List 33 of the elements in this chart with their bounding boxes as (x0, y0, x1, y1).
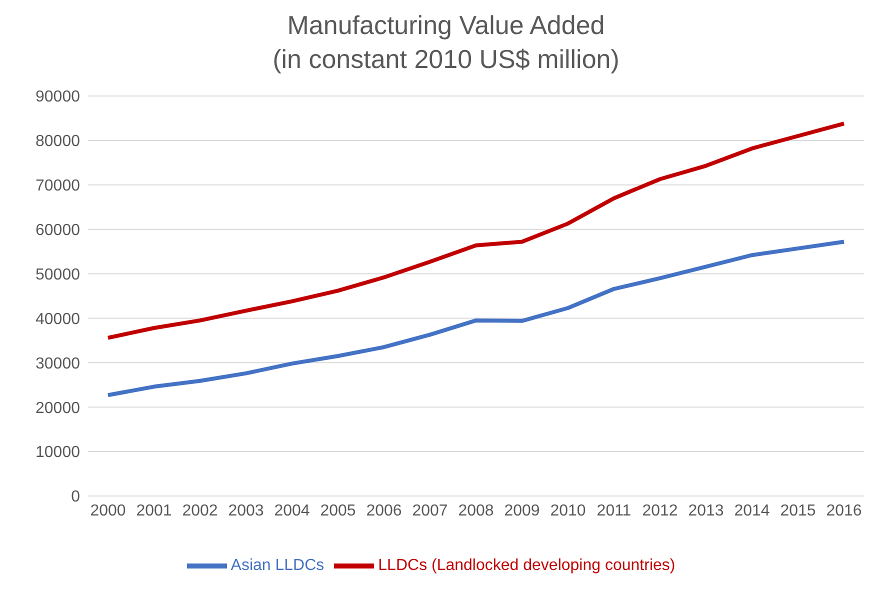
x-tick-label: 2003 (228, 502, 264, 520)
x-tick-label: 2007 (412, 502, 448, 520)
y-tick-label: 80000 (36, 133, 80, 150)
line-series (106, 122, 846, 340)
y-tick-label: 30000 (36, 355, 80, 372)
x-tick-label: 2001 (136, 502, 172, 520)
x-tick-label: 2014 (734, 502, 770, 520)
chart-title: Manufacturing Value Added (286, 9, 606, 42)
x-tick-label: 2012 (642, 502, 678, 520)
x-tick-label: 2011 (596, 502, 632, 520)
x-tick-label: 2002 (182, 502, 218, 520)
legend-label: LLDCs (Landlocked developing countries) (378, 557, 676, 574)
y-tick-label: 40000 (36, 310, 80, 328)
x-tick-label: 2010 (550, 502, 586, 520)
y-tick-label: 60000 (36, 222, 80, 240)
chart-subtitle: (in constant 2010 US$ million) (272, 43, 620, 76)
x-tick-label: 2008 (458, 502, 494, 520)
x-tick-label: 2013 (688, 502, 724, 520)
x-tick-label: 2009 (504, 502, 540, 520)
x-tick-label: 2015 (780, 502, 816, 520)
x-tick-label: 2006 (366, 502, 402, 520)
x-tick-label: 2004 (274, 502, 310, 520)
x-tick-label: 2005 (320, 502, 356, 520)
y-tick-label: 90000 (36, 88, 80, 106)
legend-label: Asian LLDCs (230, 557, 324, 574)
y-tick-label: 20000 (36, 400, 80, 417)
y-tick-label: 70000 (36, 178, 80, 195)
x-tick-label: 2016 (826, 502, 862, 520)
x-tick-label: 2000 (90, 502, 126, 520)
y-tick-label: 10000 (36, 444, 80, 462)
y-tick-label: 0 (71, 488, 80, 506)
line-series (106, 240, 846, 398)
y-tick-label: 50000 (36, 266, 80, 284)
